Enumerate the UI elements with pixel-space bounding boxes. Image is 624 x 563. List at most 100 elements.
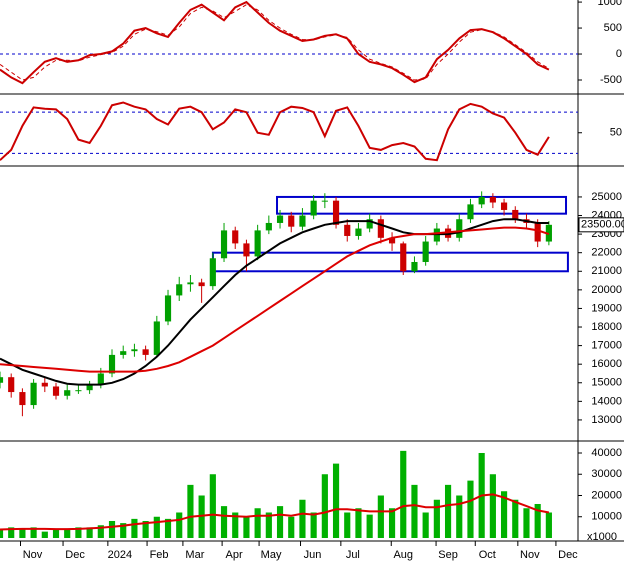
- volume-bar: [400, 450, 407, 539]
- candle-body: [344, 224, 351, 236]
- volume-bar: [220, 506, 228, 539]
- candle-body: [0, 377, 4, 383]
- x-tick-label: 2024: [108, 549, 132, 561]
- candle-body: [377, 219, 384, 238]
- candle-body: [265, 222, 272, 231]
- x-tick-label: Sep: [438, 549, 458, 561]
- volume-bar: [209, 474, 216, 539]
- volume-bar: [198, 495, 205, 539]
- candle-body: [332, 200, 340, 225]
- y-tick-label: 1000: [598, 0, 622, 8]
- volume-bar: [534, 503, 541, 539]
- candle-body: [388, 237, 396, 244]
- candle-body: [411, 261, 418, 272]
- x-tick-label: Dec: [65, 549, 85, 561]
- volume-bar: [310, 512, 317, 539]
- volume-bar: [411, 484, 418, 539]
- volume-bar: [97, 525, 104, 539]
- candle-body: [366, 219, 373, 229]
- x-tick-label: Mar: [185, 549, 204, 561]
- indicator-line: [0, 101, 550, 162]
- candle-body: [276, 215, 284, 223]
- candle-body: [30, 382, 37, 406]
- candle-body: [220, 230, 228, 259]
- volume-bar: [41, 531, 48, 539]
- volume-bar: [254, 508, 261, 539]
- last-price-label: 23500.00: [581, 219, 624, 231]
- indicator-line: [0, 226, 550, 373]
- y-tick-label: -500: [600, 74, 622, 86]
- volume-bar: [355, 508, 362, 539]
- candle-body: [153, 321, 160, 355]
- volume-bar: [108, 521, 116, 539]
- y-tick-label: 25000: [591, 191, 622, 203]
- volume-bar: [142, 521, 149, 539]
- indicator-line: [0, 493, 550, 531]
- volume-bar: [332, 463, 340, 539]
- candle-body: [131, 349, 138, 352]
- x-tick-label: Nov: [23, 549, 43, 561]
- y-tick-label: 20000: [591, 489, 622, 501]
- volume-bar: [8, 527, 15, 539]
- volume-bar: [467, 480, 474, 539]
- volume-bar: [523, 508, 530, 539]
- volume-bar: [276, 506, 284, 539]
- candle-body: [64, 390, 71, 396]
- volume-bar: [187, 484, 194, 539]
- y-tick-label: 16000: [591, 358, 622, 370]
- candle-body: [209, 258, 216, 287]
- x-tick-label: Jul: [346, 549, 360, 561]
- volume-bar: [422, 512, 429, 539]
- volume-bar: [456, 495, 463, 539]
- zone-box: [276, 195, 568, 215]
- volume-bar: [153, 516, 160, 539]
- y-tick-label: 10000: [591, 511, 622, 523]
- candle-body: [142, 349, 149, 355]
- y-tick-label: 50: [610, 127, 622, 139]
- y-tick-label: 500: [604, 22, 622, 34]
- candle-body: [299, 215, 306, 227]
- volume-bar: [388, 508, 396, 539]
- candle-body: [187, 282, 194, 285]
- candle-body: [400, 243, 407, 272]
- candle-body: [97, 373, 104, 385]
- volume-bar: [299, 499, 306, 539]
- volume-bar: [288, 516, 295, 539]
- candle-body: [120, 351, 127, 355]
- volume-bar: [500, 491, 508, 539]
- candle-body: [500, 202, 508, 210]
- volume-bar: [30, 527, 37, 539]
- candle-body: [310, 200, 317, 216]
- candle-body: [489, 196, 496, 203]
- candle-body: [41, 382, 48, 387]
- candle-body: [422, 241, 429, 262]
- volume-bar: [512, 499, 519, 539]
- candle-body: [232, 230, 239, 244]
- indicator-line: [0, 4, 550, 81]
- volume-bar: [444, 484, 452, 539]
- volume-bar: [64, 529, 71, 539]
- indicator-line: [0, 218, 549, 386]
- volume-bar: [19, 529, 26, 539]
- candle-body: [456, 219, 463, 238]
- y-tick-label: 30000: [591, 468, 622, 480]
- y-tick-label: 21000: [591, 265, 622, 277]
- volume-bar: [131, 518, 138, 539]
- indicator-line: [0, 0, 550, 85]
- candle-body: [478, 196, 485, 205]
- x-tick-label: Feb: [150, 549, 169, 561]
- x-tick-label: Aug: [393, 549, 413, 561]
- y-tick-label: 13000: [591, 414, 622, 426]
- volume-bar: [377, 495, 384, 539]
- candle-body: [288, 215, 295, 227]
- volume-bar: [176, 512, 183, 539]
- candle-body: [108, 354, 116, 374]
- volume-bar: [489, 474, 496, 539]
- last-price-box: [578, 217, 624, 233]
- volume-bar: [232, 512, 239, 539]
- y-tick-label: 15000: [591, 377, 622, 389]
- candle-body: [243, 243, 250, 257]
